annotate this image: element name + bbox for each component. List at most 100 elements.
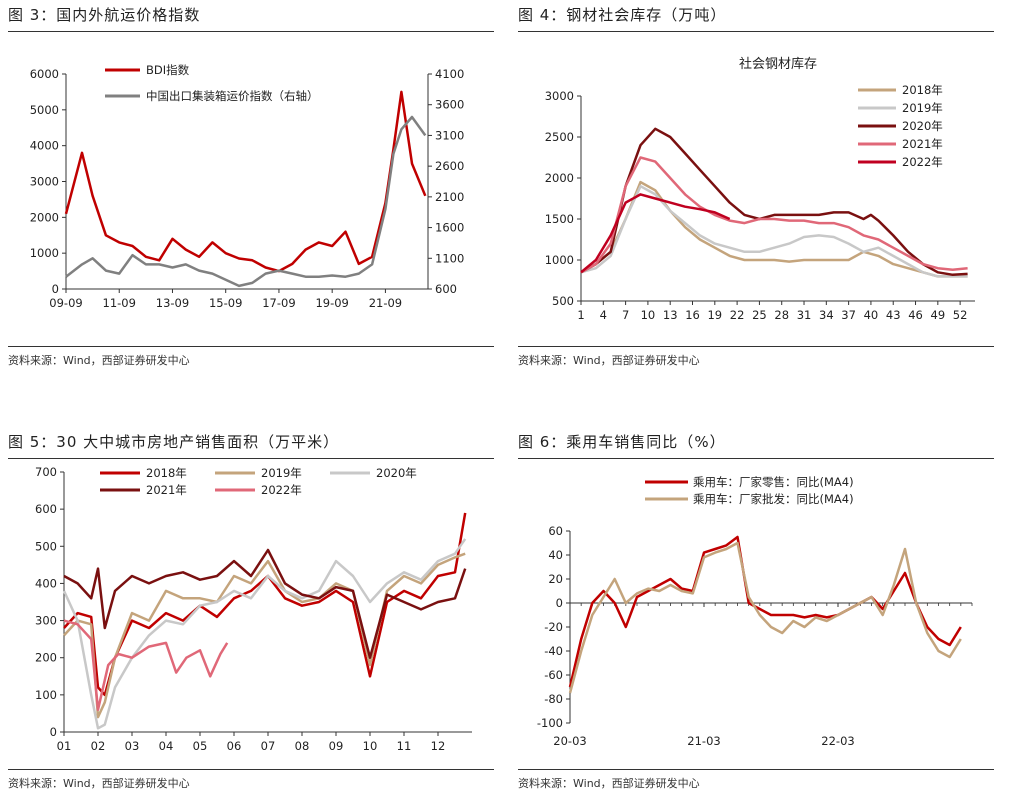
series-line [62,538,467,730]
y2-tick-label: 2100 [435,190,464,204]
y2-tick-label: 4100 [435,67,464,81]
x-tick-label: 13-09 [156,296,189,310]
source-fig6: 资料来源：Wind，西部证券研发中心 [518,777,700,790]
y-tick-label: 700 [35,465,57,479]
x-tick-label: 22 [730,308,745,322]
legend-label: 2020年 [902,119,943,133]
x-tick-label: 21-03 [687,734,720,748]
y-tick-label: -40 [544,644,563,658]
x-tick-label: 34 [819,308,834,322]
x-tick-label: 02 [91,739,106,753]
x-tick-label: 15-09 [209,296,242,310]
source-rule-fig4 [518,346,994,347]
y-tick-label: 200 [35,651,57,665]
y2-tick-label: 2600 [435,159,464,173]
y-tick-label: 100 [35,688,57,702]
y-tick-label: 3000 [30,175,59,189]
y-tick-label: -80 [544,692,563,706]
x-tick-label: 10 [363,739,378,753]
x-tick-label: 28 [774,308,789,322]
series-line [580,180,968,278]
series-line [63,512,467,697]
x-tick-label: 11-09 [103,296,136,310]
y-tick-label: 6000 [30,67,59,81]
y-tick-label: 2500 [545,130,574,144]
x-tick-label: 13 [663,308,678,322]
y-tick-label: 20 [548,572,563,586]
y-tick-label: -60 [544,668,563,682]
y-tick-label: -100 [537,716,563,730]
x-tick-label: 22-03 [821,734,854,748]
series-line [63,552,466,719]
legend-label: 2018年 [146,466,187,480]
x-tick-label: 7 [622,308,629,322]
x-tick-label: 19 [707,308,722,322]
x-tick-label: 25 [752,308,767,322]
series-line [580,193,731,274]
x-tick-label: 46 [908,308,923,322]
series-line [568,535,962,688]
y-tick-label: 500 [35,539,57,553]
x-tick-label: 07 [261,739,276,753]
x-tick-label: 37 [841,308,856,322]
legend-label: 2019年 [261,466,302,480]
legend-label: 2019年 [902,101,943,115]
y2-tick-label: 1100 [435,251,464,265]
y-tick-label: 2000 [545,171,574,185]
panel-rule-fig4 [518,31,994,32]
panel-rule-fig6 [518,458,994,459]
y-tick-label: 3000 [545,89,574,103]
x-tick-label: 49 [931,308,946,322]
source-rule-fig5 [8,769,494,770]
y2-tick-label: 3600 [435,98,464,112]
x-tick-label: 21-09 [369,296,402,310]
x-tick-label: 06 [227,739,242,753]
source-rule-fig6 [518,769,994,770]
legend-label: 中国出口集装箱运价指数（右轴） [146,89,319,103]
panel-title-fig4: 图 4：钢材社会库存（万吨） [518,6,727,24]
source-fig3: 资料来源：Wind，西部证券研发中心 [8,354,190,367]
y-tick-label: 1000 [30,246,59,260]
x-tick-label: 1 [577,308,584,322]
y-tick-label: 5000 [30,103,59,117]
series-line [63,548,467,659]
y-tick-label: 1000 [545,253,574,267]
panel-rule-fig3 [8,31,494,32]
y-tick-label: 0 [556,596,563,610]
x-tick-label: 4 [600,308,607,322]
series-line [580,127,968,277]
series-line [580,156,968,274]
y2-tick-label: 1600 [435,221,464,235]
series-line [65,115,427,288]
y-tick-label: 40 [548,548,563,562]
x-tick-label: 03 [125,739,140,753]
y2-tick-label: 3100 [435,128,464,142]
panel-title-fig6: 图 6：乘用车销售同比（%） [518,433,726,451]
x-tick-label: 17-09 [262,296,295,310]
series-line [63,619,229,711]
x-tick-label: 04 [159,739,174,753]
x-tick-label: 09-09 [49,296,82,310]
y-tick-label: 60 [548,524,563,538]
y-tick-label: 300 [35,614,57,628]
x-tick-label: 52 [953,308,968,322]
source-rule-fig3 [8,346,494,347]
x-tick-label: 12 [431,739,446,753]
legend-label: BDI指数 [146,63,190,77]
legend-label: 2018年 [902,83,943,97]
legend-label: 乘用车：厂家批发：同比(MA4) [693,492,854,506]
series-line [580,184,968,278]
x-tick-label: 05 [193,739,208,753]
series-line [568,541,962,694]
x-tick-label: 01 [57,739,72,753]
x-tick-label: 10 [641,308,656,322]
x-tick-label: 43 [886,308,901,322]
y-tick-label: 1500 [545,212,574,226]
x-tick-label: 20-03 [553,734,586,748]
legend-label: 2020年 [376,466,417,480]
legend-label: 2021年 [146,483,187,497]
y-tick-label: 0 [50,725,57,739]
source-fig5: 资料来源：Wind，西部证券研发中心 [8,777,190,790]
y2-tick-label: 600 [435,282,457,296]
